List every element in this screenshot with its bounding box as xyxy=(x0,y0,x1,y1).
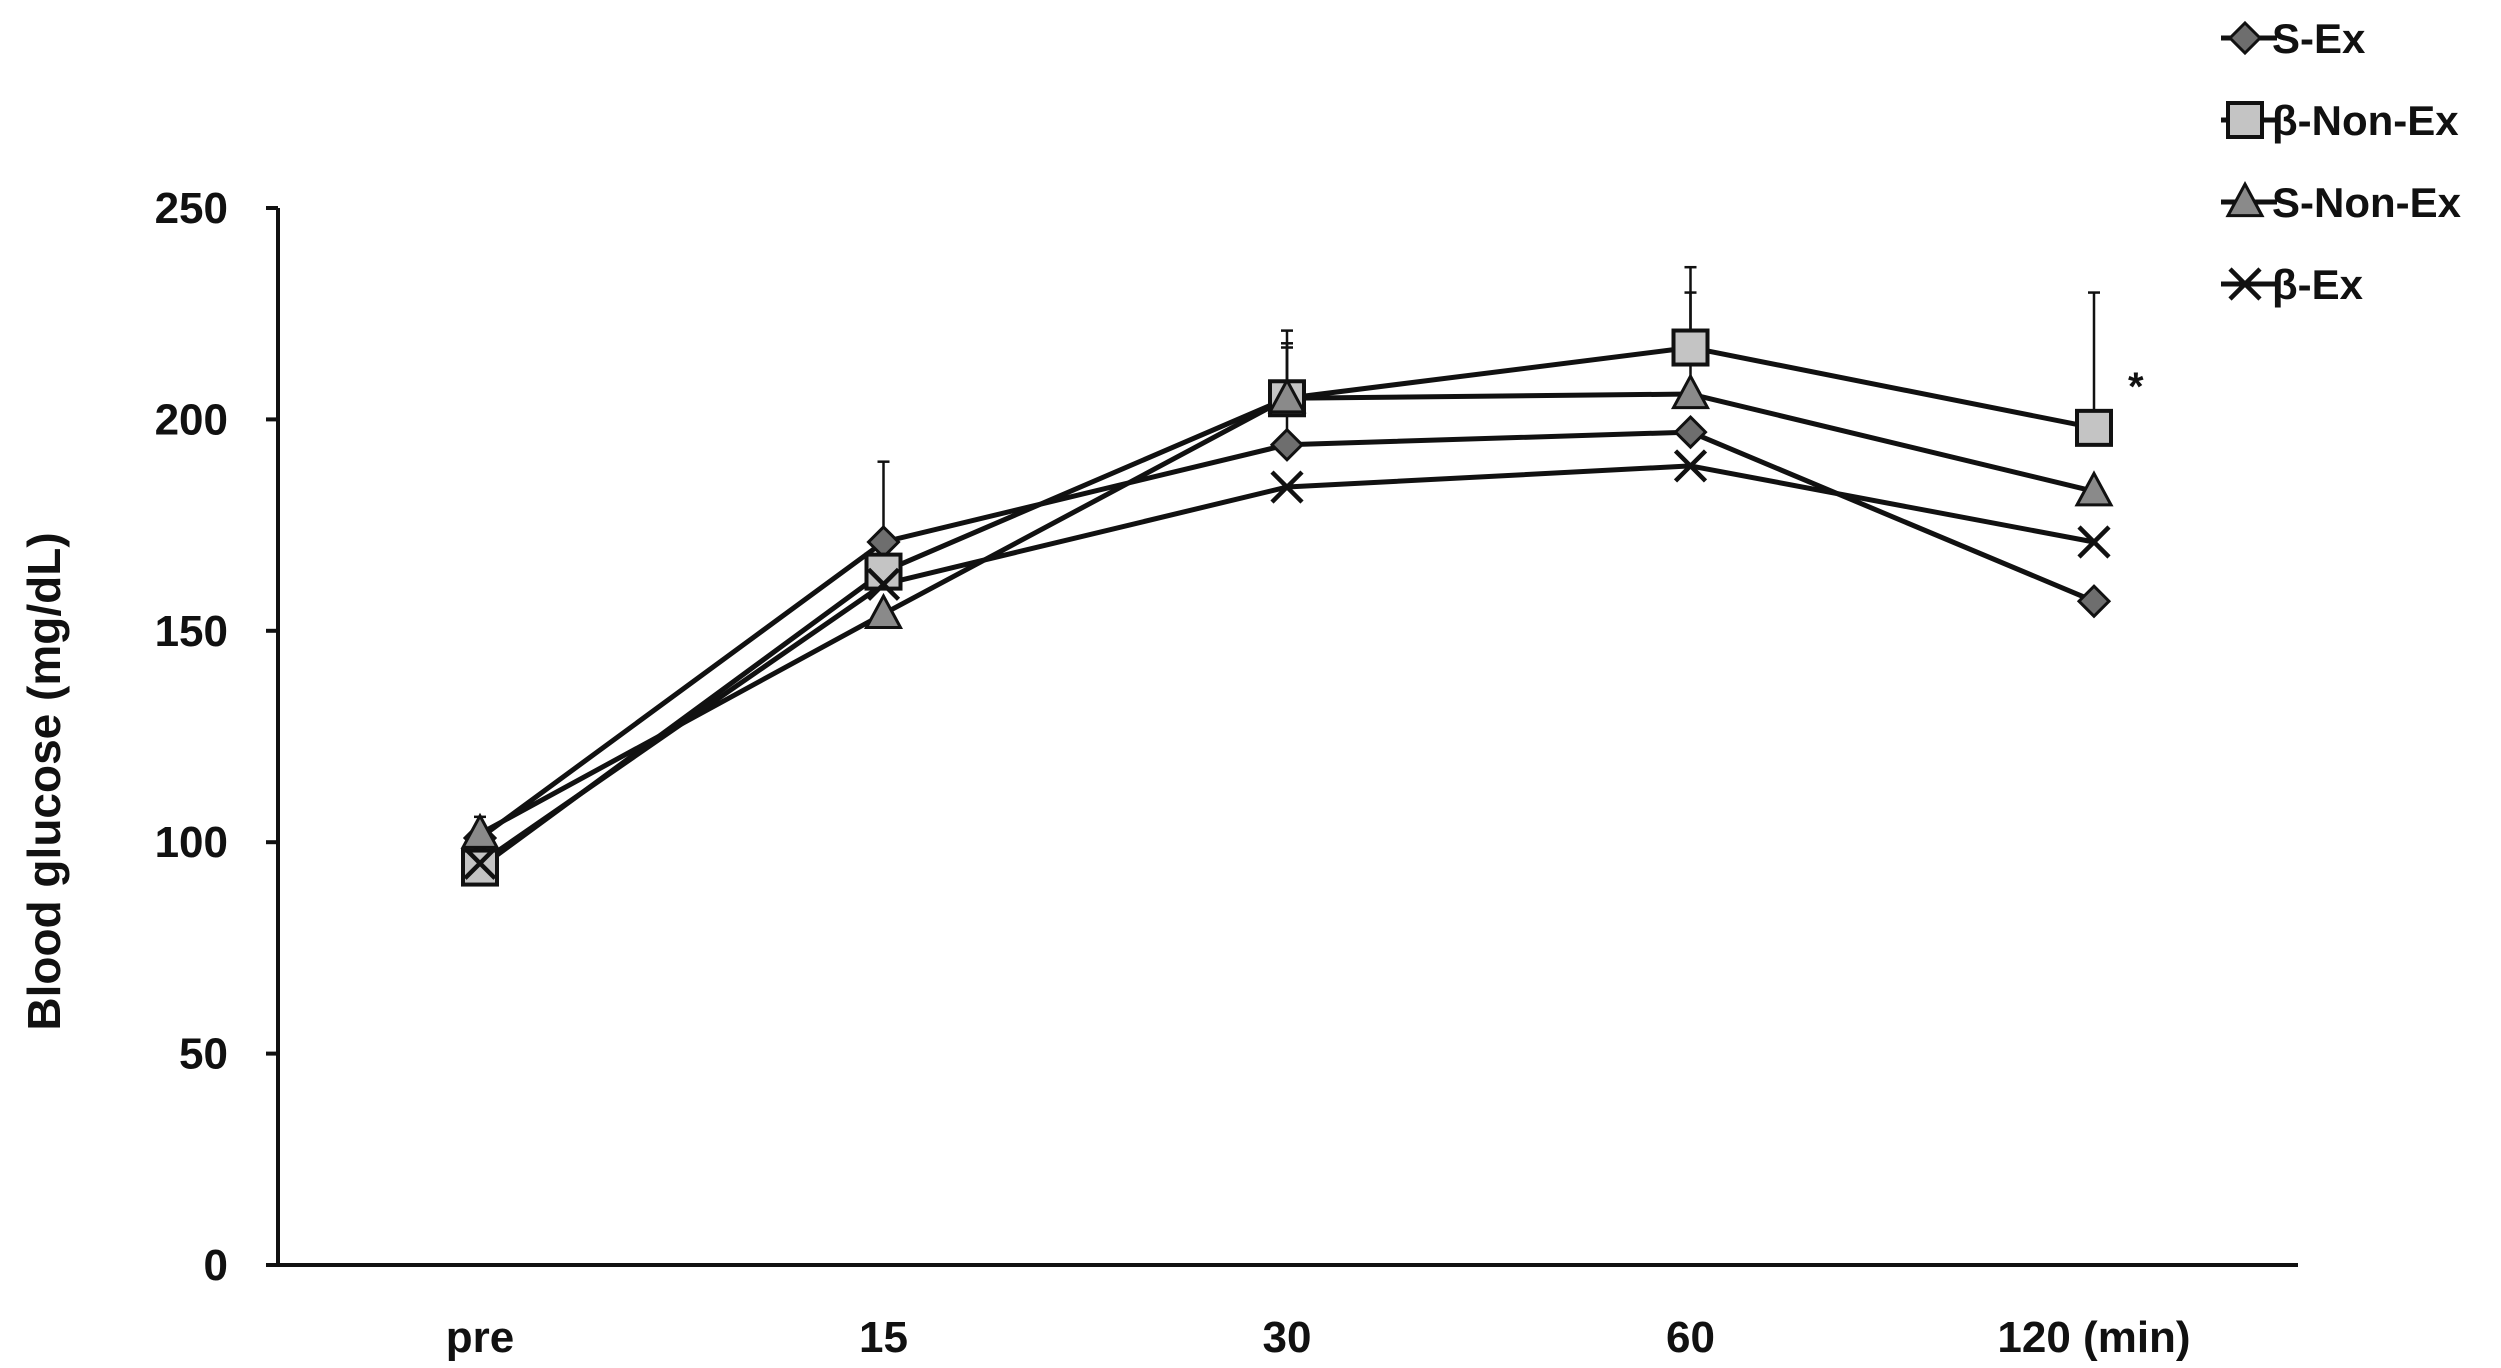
y-axis-title: Blood glucose (mg/dL) xyxy=(18,532,70,1030)
data-point-s-non-ex xyxy=(1670,373,1711,410)
legend-label: S-Non-Ex xyxy=(2272,179,2462,226)
data-point-beta-ex xyxy=(2077,525,2111,559)
data-point-s-non-ex xyxy=(460,812,500,849)
legend-marker-diamond xyxy=(2227,20,2263,56)
data-point-beta-ex xyxy=(463,846,497,880)
y-tick-label: 100 xyxy=(155,818,228,867)
y-tick-group: 0 50 100 150 200 250 xyxy=(155,184,278,1290)
y-axis: 0 50 100 150 200 250 xyxy=(155,184,280,1290)
series-line-beta-ex xyxy=(478,463,2095,866)
data-point-s-non-ex xyxy=(2074,470,2114,507)
x-tick-group: pre 15 30 60 120 (min) xyxy=(446,1313,2191,1362)
data-point-s-non-ex xyxy=(863,592,904,629)
series-line-s-ex xyxy=(478,429,2095,840)
data-point-s-non-ex xyxy=(1267,377,1307,414)
data-point-beta-non-ex xyxy=(461,848,499,887)
data-point-s-ex xyxy=(1673,414,1708,450)
y-tick-label: 50 xyxy=(179,1030,228,1079)
legend: S-Ex β-Non-Ex S-Non-Ex β-Ex xyxy=(2221,15,2462,308)
error-bar-group xyxy=(474,265,2100,834)
legend-marker-x xyxy=(2228,267,2262,301)
data-point-s-ex xyxy=(2076,584,2112,619)
y-tick-label: 200 xyxy=(155,395,228,444)
legend-label: β-Non-Ex xyxy=(2272,97,2459,144)
data-point-s-ex xyxy=(1269,427,1305,462)
legend-marker-square xyxy=(2226,101,2264,139)
legend-marker-triangle xyxy=(2225,180,2265,218)
series-marker-group xyxy=(460,328,2114,887)
annotation-group: * xyxy=(2128,365,2144,409)
x-tick-label: 30 xyxy=(1263,1313,1312,1362)
x-tick-label: 15 xyxy=(859,1313,908,1362)
legend-label: β-Ex xyxy=(2272,261,2364,308)
data-point-beta-ex xyxy=(866,567,901,601)
legend-item-s-non-ex: S-Non-Ex xyxy=(2221,179,2462,226)
significance-marker: * xyxy=(2128,365,2144,409)
x-axis: pre 15 30 60 120 (min) xyxy=(278,1263,2298,1362)
data-point-beta-non-ex xyxy=(1671,328,1710,367)
x-tick-label: 60 xyxy=(1666,1313,1715,1362)
y-tick-label: 0 xyxy=(204,1241,228,1290)
legend-label: S-Ex xyxy=(2272,15,2366,62)
data-point-beta-ex xyxy=(1270,470,1304,504)
data-point-beta-non-ex xyxy=(2075,408,2113,447)
data-point-beta-ex xyxy=(1673,449,1708,483)
legend-item-s-ex: S-Ex xyxy=(2221,15,2366,62)
y-tick-label: 250 xyxy=(155,184,228,233)
y-tick-label: 150 xyxy=(155,607,228,656)
legend-item-beta-ex: β-Ex xyxy=(2221,261,2364,308)
x-tick-label: 120 (min) xyxy=(1997,1313,2190,1362)
legend-item-beta-non-ex: β-Non-Ex xyxy=(2221,97,2459,144)
x-tick-label: pre xyxy=(446,1313,514,1362)
